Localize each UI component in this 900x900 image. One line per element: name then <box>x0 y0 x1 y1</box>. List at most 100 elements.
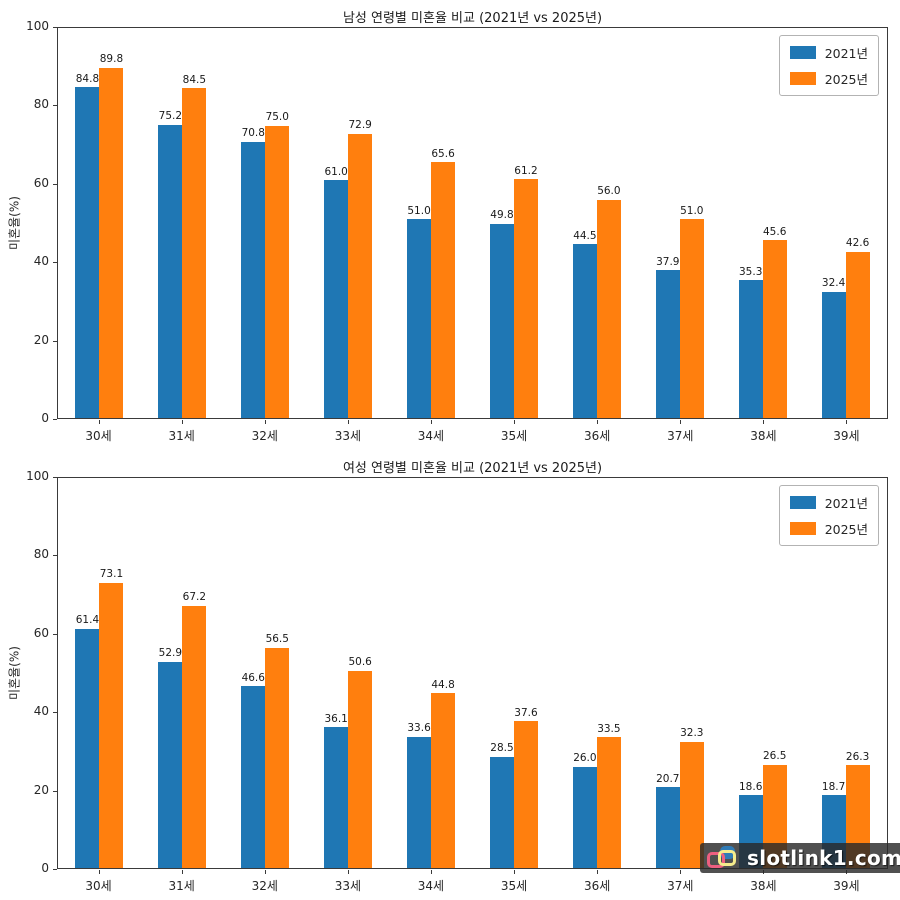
plot-area: 61.4 73.1 52.9 67.2 46.6 56.5 36.1 50.6 33.6 44.8… <box>57 477 888 869</box>
bar-group-32세: 46.6 56.5 <box>224 478 307 868</box>
y-tick-label: 60 <box>33 175 49 190</box>
bar-value-label: 33.6 <box>407 722 431 735</box>
y-axis-label: 미혼율(%) <box>7 196 22 250</box>
bar-value-label: 37.9 <box>656 255 680 268</box>
bar-value-label: 52.9 <box>158 647 183 660</box>
bar-2025년 <box>596 199 621 418</box>
logo-pink-square <box>707 852 725 868</box>
y-tick-label: 100 <box>26 469 49 483</box>
bar-2021년 <box>572 766 597 868</box>
bar-value-label: 33.5 <box>597 722 621 735</box>
bar-group-32세: 70.8 75.0 <box>224 28 307 418</box>
bar-value-label: 36.1 <box>324 712 348 725</box>
bar-2025년 <box>99 67 124 418</box>
legend-label: 2025년 <box>824 72 868 87</box>
bar-2025년 <box>679 742 704 868</box>
bar-2021년 <box>241 686 266 868</box>
y-tick-mark <box>53 183 57 185</box>
bar-group-36세: 44.5 56.0 <box>555 28 638 418</box>
bar-group-34세: 51.0 65.6 <box>390 28 473 418</box>
female-unmarried-rate-chart: 여성 연령별 미혼율 비교 (2021년 vs 2025년) 미혼율(%) 61.4… <box>0 450 900 900</box>
bar-value-label: 18.6 <box>739 780 763 793</box>
bar-value-label: 26.0 <box>573 752 597 765</box>
bar-group-33세: 36.1 50.6 <box>307 478 390 868</box>
bar-group-35세: 49.8 61.2 <box>473 28 556 418</box>
bar-wrap: 75.2 <box>158 28 183 418</box>
bar-wrap: 46.6 <box>241 478 266 868</box>
bar-2021년 <box>324 727 349 868</box>
bar-wrap: 73.1 <box>99 478 124 868</box>
bar-value-label: 44.5 <box>573 229 597 242</box>
bar-wrap: 67.2 <box>182 478 207 868</box>
x-tick-label: 34세 <box>417 429 445 443</box>
bar-2021년 <box>407 219 432 418</box>
bar-value-label: 61.4 <box>75 614 100 626</box>
x-tick-label: 34세 <box>417 879 445 893</box>
x-tick-mark <box>181 420 183 424</box>
x-tick-mark <box>181 870 183 874</box>
bar-value-label: 51.0 <box>407 204 431 217</box>
x-tick-mark <box>597 420 599 424</box>
bar-2021년 <box>158 124 183 418</box>
bar-2025년 <box>596 737 621 868</box>
x-tick-mark <box>597 870 599 874</box>
legend: 2021년 2025년 <box>778 35 879 96</box>
bar-group-36세: 26.0 33.5 <box>555 478 638 868</box>
x-tick-mark <box>347 420 349 424</box>
legend-label: 2021년 <box>824 496 868 511</box>
chart-title: 여성 연령별 미혼율 비교 (2021년 vs 2025년) <box>342 461 603 476</box>
bar-2025년 <box>513 179 538 418</box>
y-tick-label: 40 <box>33 254 49 269</box>
x-tick-label: 32세 <box>251 429 278 443</box>
bar-wrap: 51.0 <box>679 28 704 418</box>
watermark-badge[interactable]: slotlink1.com <box>700 843 900 873</box>
bar-value-label: 44.8 <box>431 678 455 691</box>
bar-value-label: 26.5 <box>763 750 787 763</box>
bar-wrap: 33.5 <box>596 478 621 868</box>
logo-yellow-square <box>718 850 736 866</box>
y-tick-label: 20 <box>33 332 49 347</box>
bar-value-label: 61.0 <box>324 165 348 178</box>
legend-label: 2021년 <box>824 46 868 61</box>
x-tick-label: 38세 <box>750 879 777 893</box>
x-tick-label: 36세 <box>583 879 611 893</box>
x-tick-label: 31세 <box>168 429 195 443</box>
bar-value-label: 45.6 <box>763 225 787 238</box>
x-tick-label: 30세 <box>85 879 112 893</box>
x-tick-label: 32세 <box>251 879 278 893</box>
x-tick-mark <box>763 420 765 424</box>
bar-wrap: 45.6 <box>762 28 787 418</box>
x-tick-label: 30세 <box>85 429 112 443</box>
bar-wrap: 56.5 <box>265 478 290 868</box>
bar-group-31세: 52.9 67.2 <box>141 478 224 868</box>
bar-value-label: 42.6 <box>845 237 870 250</box>
bar-wrap: 32.4 <box>821 28 846 418</box>
bar-group-34세: 33.6 44.8 <box>390 478 473 868</box>
bar-value-label: 50.6 <box>348 656 372 669</box>
y-tick-mark <box>53 340 57 342</box>
bar-2021년 <box>324 180 349 418</box>
bar-value-label: 37.6 <box>514 706 538 719</box>
bar-group-30세: 84.8 89.8 <box>58 28 141 418</box>
y-tick-mark <box>53 869 57 870</box>
legend-label: 2025년 <box>824 522 868 537</box>
bar-2025년 <box>99 582 124 868</box>
bar-wrap: 52.9 <box>158 478 183 868</box>
bar-value-label: 84.8 <box>75 72 100 85</box>
x-tick-label: 36세 <box>583 429 611 443</box>
bar-2025년 <box>265 647 290 868</box>
bar-value-label: 56.0 <box>597 185 621 198</box>
legend-swatch <box>789 46 816 59</box>
y-axis-label: 미혼율(%) <box>7 646 22 700</box>
watermark-text: slotlink1.com <box>747 846 900 870</box>
bar-wrap: 89.8 <box>99 28 124 418</box>
x-tick-label: 37세 <box>667 429 694 443</box>
bar-value-label: 75.0 <box>265 110 289 123</box>
bar-value-label: 72.9 <box>348 119 372 132</box>
bar-group-38세: 35.3 45.6 <box>721 28 804 418</box>
bar-value-label: 84.5 <box>182 73 207 86</box>
bar-value-label: 61.2 <box>514 164 538 177</box>
bar-wrap: 36.1 <box>324 478 349 868</box>
bar-wrap: 26.0 <box>572 478 597 868</box>
